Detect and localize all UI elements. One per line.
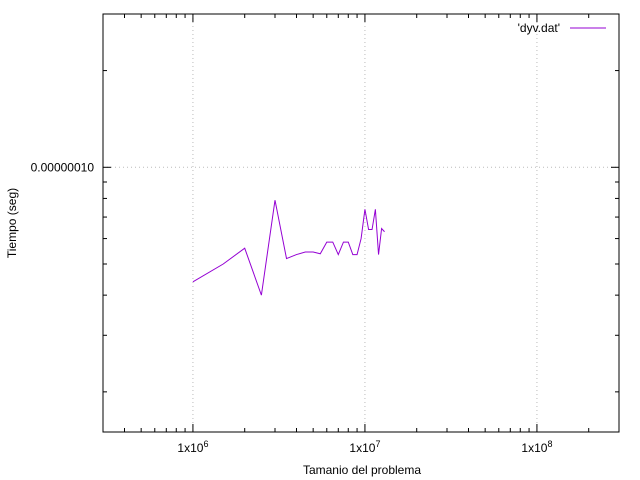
y-tick-label: 0.00000010 [31,160,95,174]
grid-lines [103,14,619,432]
tick-labels: 1x106 1x107 1x108 0.00000010 [31,160,553,455]
plot-frame [102,13,620,433]
series-line [192,200,385,296]
x-tick-label: 1x108 [521,439,552,455]
x-axis-title: Tamanio del problema [303,463,421,477]
legend-label: 'dyv.dat' [518,21,560,35]
x-tick-label: 1x107 [349,439,380,455]
axis-ticks [102,13,620,432]
y-axis-title: Tiempo (seg) [5,188,19,258]
x-tick-label: 1x106 [177,439,208,455]
series-layer [192,200,385,296]
legend: 'dyv.dat' [518,21,606,35]
